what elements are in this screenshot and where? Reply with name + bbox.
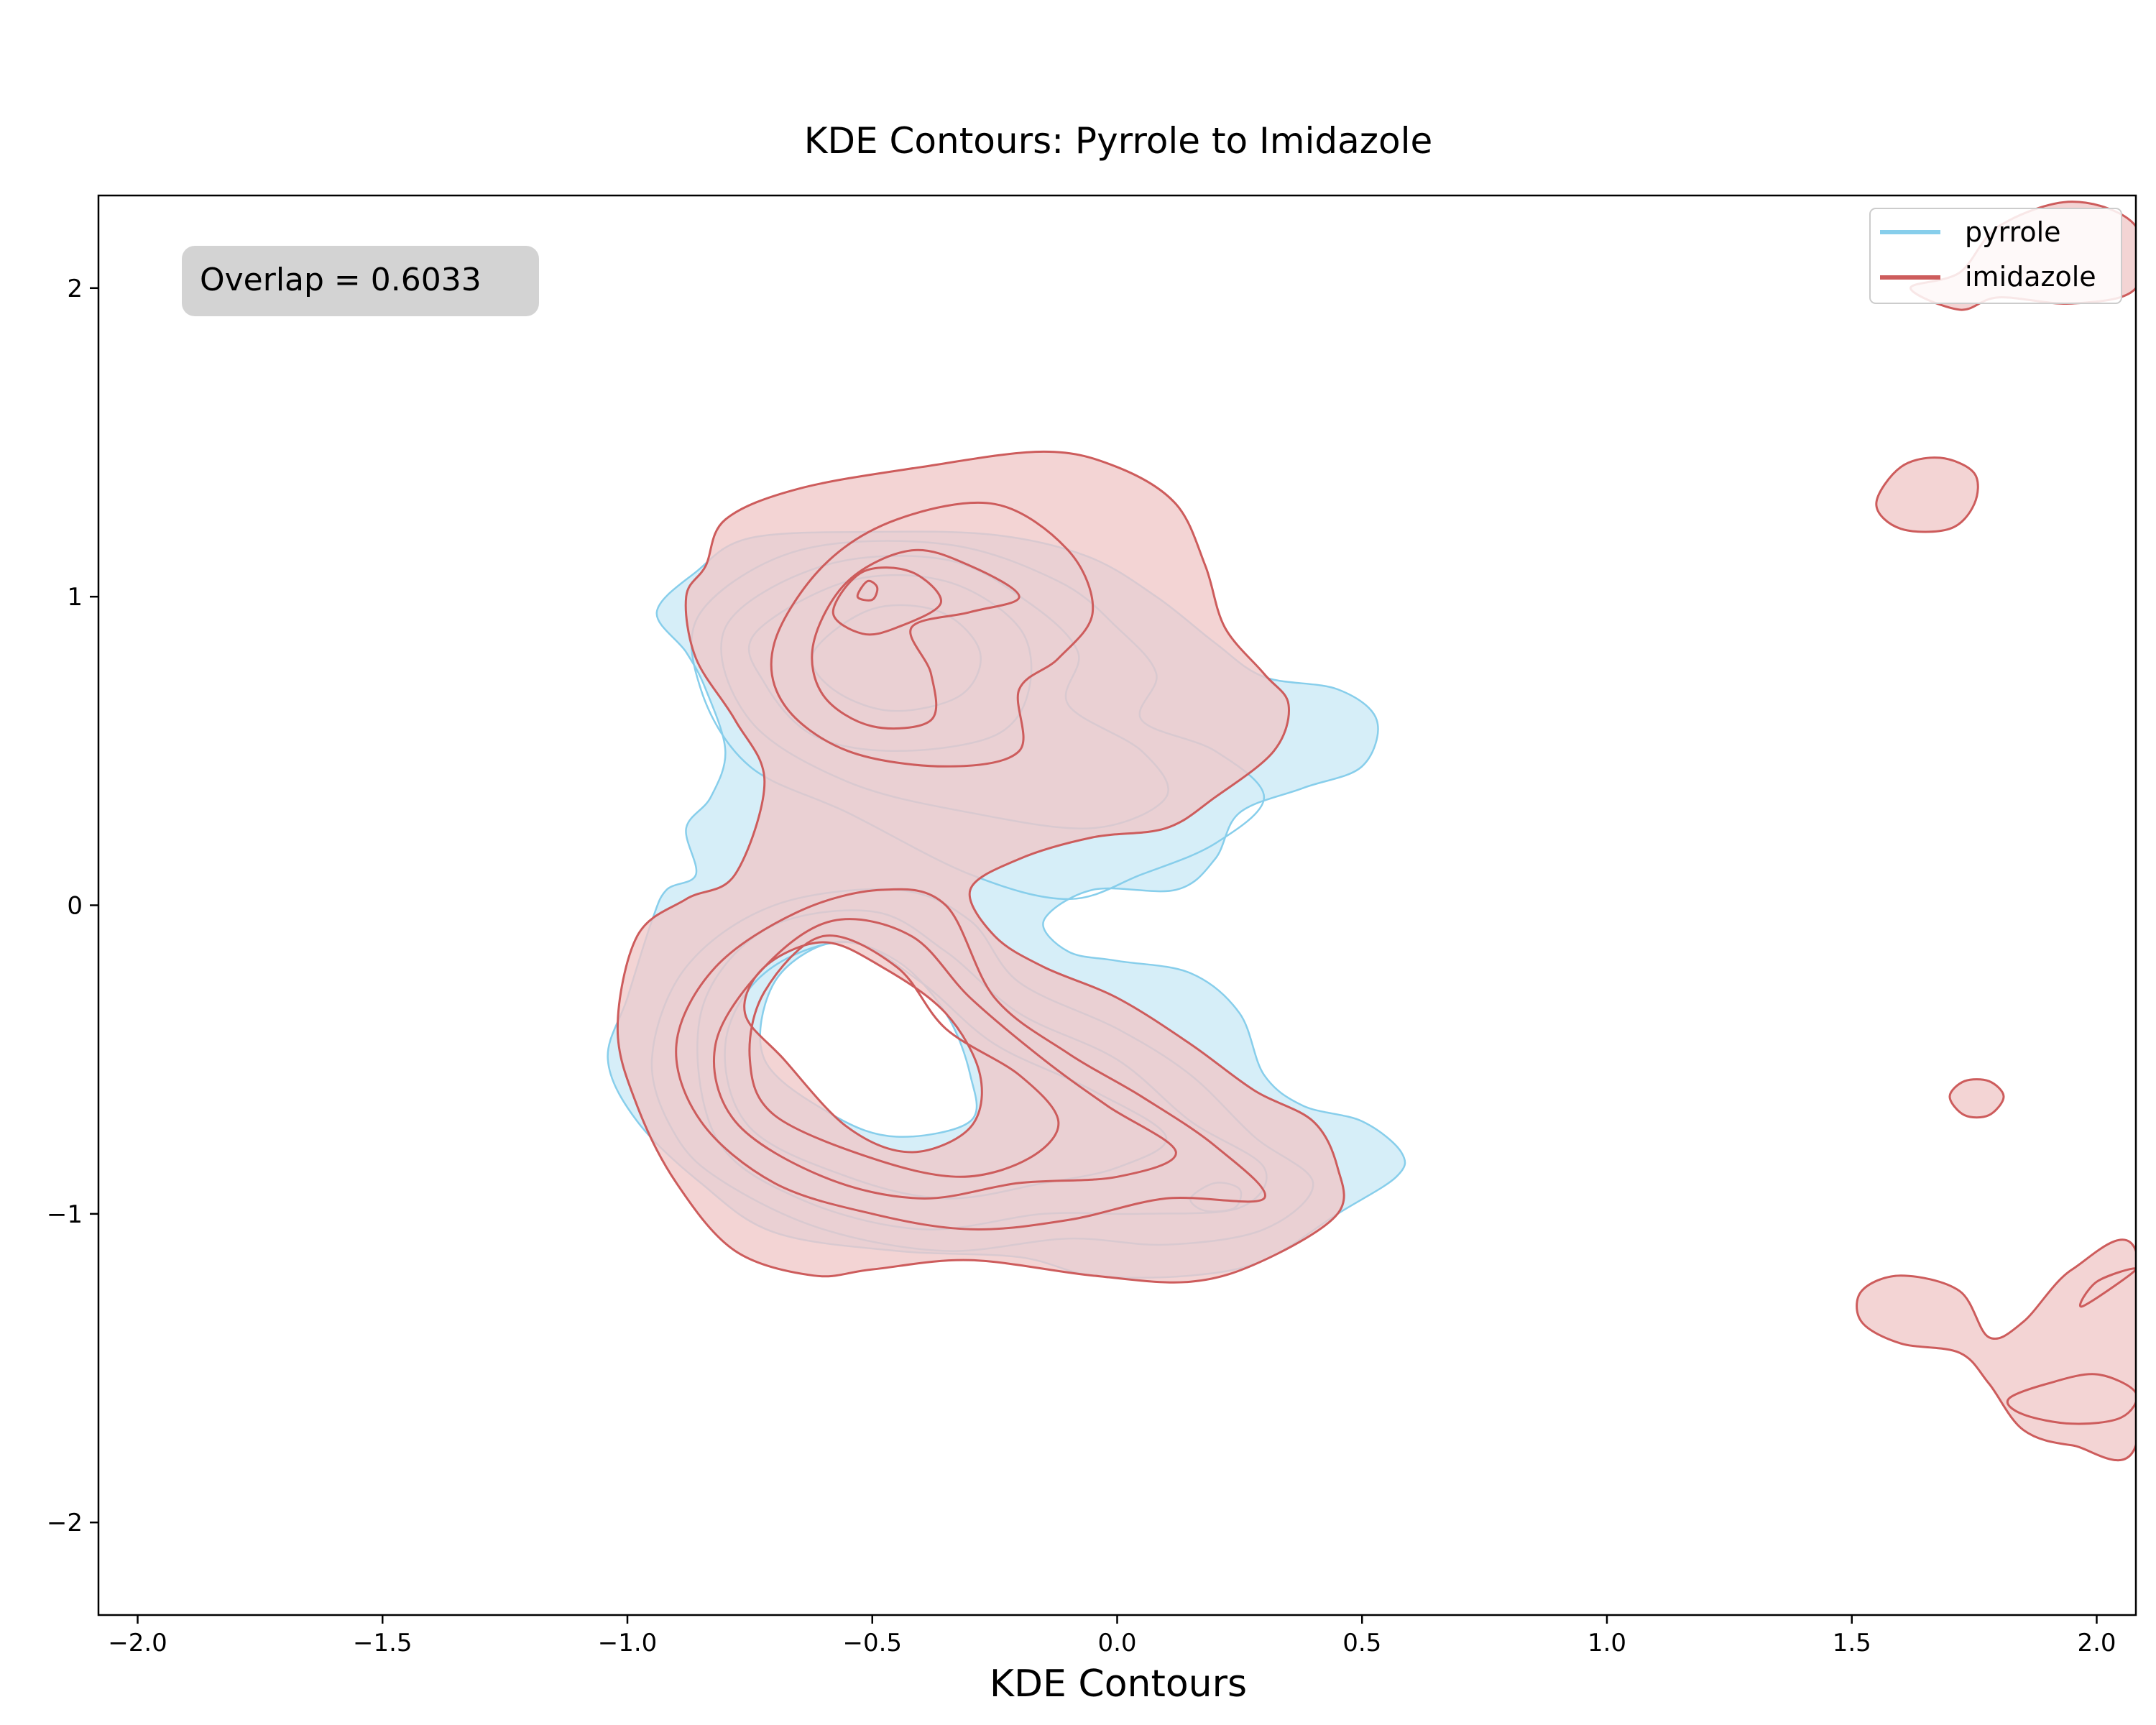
x-tick-label: −0.5 (842, 1629, 902, 1657)
plot-area (97, 194, 2137, 1616)
x-tick-label: 1.5 (1833, 1629, 1871, 1657)
x-axis: −2.0 −1.5 −1.0 −0.5 0.0 0.5 1.0 1.5 2.0 (108, 1615, 2116, 1657)
x-tick-label: 0.5 (1342, 1629, 1381, 1657)
y-tick-label: −2 (47, 1509, 83, 1537)
x-tick-label: 1.0 (1588, 1629, 1626, 1657)
annotation-text: Overlap = 0.6033 (200, 262, 482, 298)
annotation-box (182, 246, 539, 316)
x-tick-label: −2.0 (108, 1629, 167, 1657)
imidazole-contour-13 (2079, 1267, 2136, 1308)
imidazole-contour-1 (770, 501, 1095, 768)
y-tick-label: 0 (67, 892, 83, 921)
imidazole-contour-10 (1948, 1078, 2005, 1119)
y-tick-label: 2 (67, 275, 83, 303)
chart-title: KDE Contours: Pyrrole to Imidazole (804, 120, 1433, 162)
imidazole-contour-11 (1856, 1238, 2136, 1462)
x-tick-label: −1.5 (353, 1629, 413, 1657)
imidazole-contour-0 (616, 450, 1345, 1284)
y-tick-label: −1 (47, 1200, 83, 1229)
x-tick-label: 0.0 (1097, 1629, 1136, 1657)
overlap-annotation: Overlap = 0.6033 (182, 246, 539, 316)
legend: pyrrole imidazole (1869, 208, 2122, 304)
contour-layer (607, 201, 2136, 1462)
y-tick-label: 1 (67, 583, 83, 612)
imidazole-contour-7 (748, 934, 1060, 1178)
imidazole-contour-12 (2006, 1373, 2136, 1425)
imidazole-contour-6 (713, 918, 1177, 1200)
imidazole-contour-3 (831, 566, 942, 636)
legend-label-imidazole: imidazole (1965, 261, 2096, 293)
imidazole-contour-4 (856, 579, 879, 602)
imidazole-contour-5 (675, 888, 1266, 1230)
y-axis: −2 −1 0 1 2 (47, 275, 98, 1537)
series-imidazole (616, 201, 2136, 1462)
imidazole-contour-2 (811, 548, 1021, 730)
legend-label-pyrrole: pyrrole (1965, 216, 2061, 248)
x-axis-label: KDE Contours (990, 1662, 1247, 1706)
x-tick-label: −1.0 (598, 1629, 658, 1657)
x-tick-label: 2.0 (2077, 1629, 2116, 1657)
imidazole-contour-8 (1875, 456, 1979, 533)
